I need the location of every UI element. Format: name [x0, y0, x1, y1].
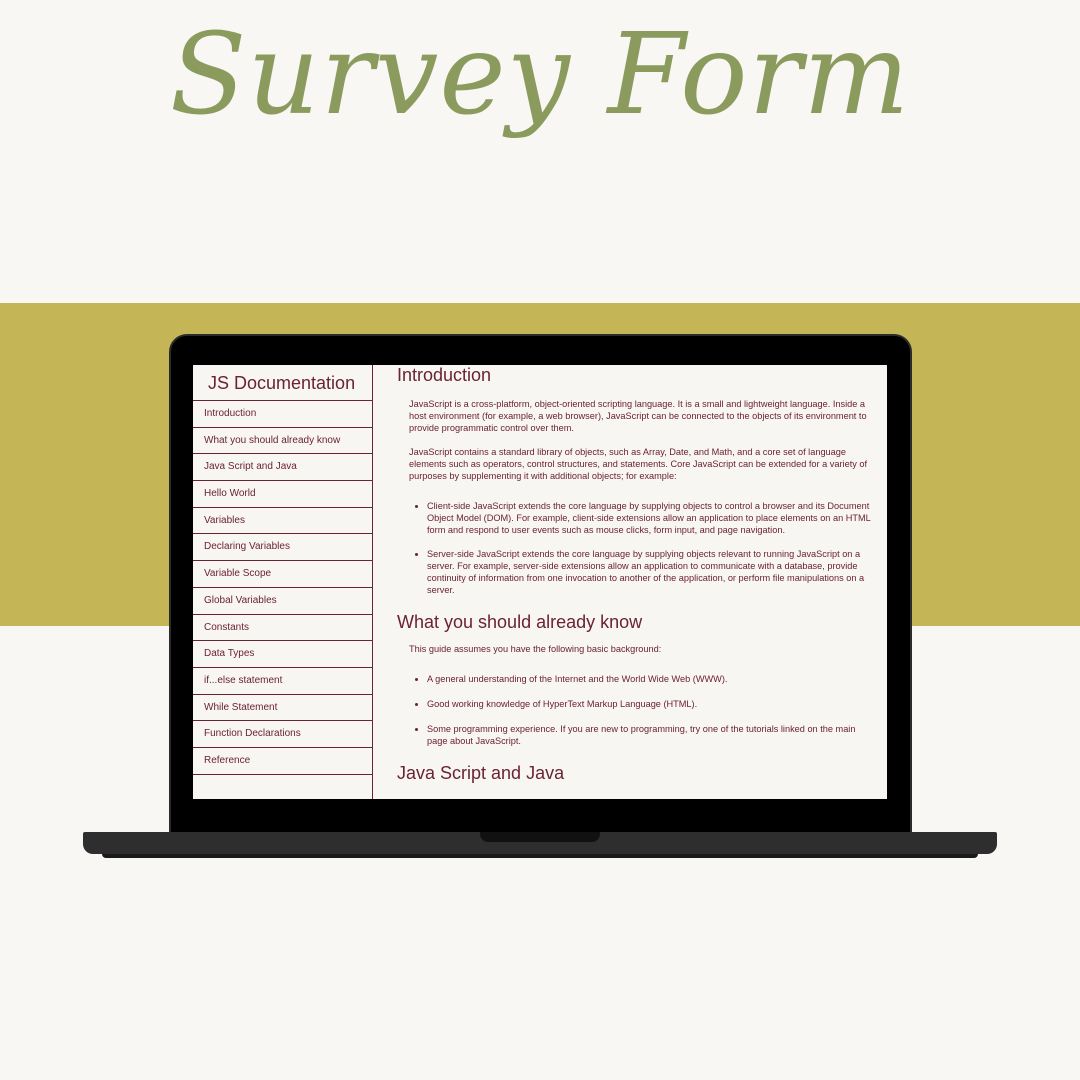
nav-link-reference[interactable]: Reference: [193, 748, 372, 775]
section-title: Java Script and Java: [397, 763, 565, 783]
laptop-notch: [480, 832, 600, 842]
paragraph: JavaScript is a cross-platform, object-o…: [409, 399, 867, 433]
list-item: Client-side JavaScript extends the core …: [427, 500, 877, 536]
nav-link-while-statement[interactable]: While Statement: [193, 695, 372, 722]
list-item: Server-side JavaScript extends the core …: [427, 548, 877, 596]
laptop-base: [83, 832, 997, 854]
nav-link-function-declarations[interactable]: Function Declarations: [193, 721, 372, 748]
nav-link-introduction[interactable]: Introduction: [193, 401, 372, 428]
nav-link-declaring-variables[interactable]: Declaring Variables: [193, 534, 372, 562]
nav-link-what-you-should-already-know[interactable]: What you should already know: [193, 428, 372, 455]
section-what-you-should-already-know: What you should already know This guide …: [373, 612, 887, 747]
nav-link-data-types[interactable]: Data Types: [193, 641, 372, 668]
section-java-script-and-java: Java Script and Java: [373, 763, 887, 784]
nav-link-variable-scope[interactable]: Variable Scope: [193, 561, 372, 588]
main-doc: Introduction JavaScript is a cross-platf…: [373, 365, 887, 799]
nav-link-constants[interactable]: Constants: [193, 615, 372, 642]
nav-link-variables[interactable]: Variables: [193, 508, 372, 535]
nav-link-java-script-and-java[interactable]: Java Script and Java: [193, 454, 372, 482]
section-title: Introduction: [397, 365, 492, 385]
laptop-screen: JS Documentation Introduction What you s…: [193, 365, 887, 799]
nav-link-global-variables[interactable]: Global Variables: [193, 588, 372, 615]
paragraph: This guide assumes you have the followin…: [409, 644, 662, 654]
laptop-foot: [102, 854, 978, 858]
sidebar-title: JS Documentation: [208, 373, 356, 393]
list-item: A general understanding of the Internet …: [427, 673, 877, 685]
section-introduction: Introduction JavaScript is a cross-platf…: [373, 365, 887, 596]
nav-link-if-else-statement[interactable]: if...else statement: [193, 668, 372, 695]
list-item: Some programming experience. If you are …: [427, 723, 877, 747]
navbar: JS Documentation Introduction What you s…: [193, 365, 373, 799]
section-title: What you should already know: [397, 612, 643, 632]
list-item: Good working knowledge of HyperText Mark…: [427, 698, 877, 710]
nav-link-hello-world[interactable]: Hello World: [193, 481, 372, 508]
nav-list: Introduction What you should already kno…: [193, 400, 372, 775]
bullet-list: A general understanding of the Internet …: [373, 673, 887, 747]
bullet-list: Client-side JavaScript extends the core …: [373, 500, 887, 596]
headline-title: Survey Form: [169, 10, 911, 140]
paragraph: JavaScript contains a standard library o…: [409, 447, 868, 481]
